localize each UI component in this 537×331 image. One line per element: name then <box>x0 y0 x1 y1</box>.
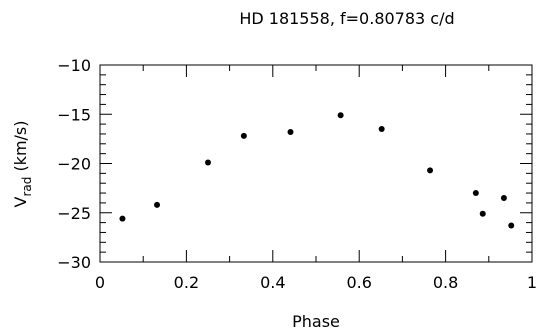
y-tick-label: −25 <box>57 204 91 223</box>
data-point <box>508 222 515 229</box>
y-axis-label-unit: (km/s) <box>11 120 30 176</box>
x-tick-label: 1 <box>527 273 537 292</box>
y-axis-label: Vrad (km/s) <box>11 120 34 207</box>
data-point <box>154 201 161 208</box>
data-point <box>337 112 344 119</box>
x-axis-ticks: 0 0.2 0.4 0.6 0.8 1 <box>95 65 537 292</box>
y-tick-label: −10 <box>57 56 91 75</box>
x-tick-label: 0 <box>95 273 105 292</box>
x-tick-label: 0.8 <box>433 273 458 292</box>
data-point <box>500 194 507 201</box>
y-axis-label-main: V <box>11 197 30 208</box>
data-point <box>287 128 294 135</box>
x-tick-label: 0.6 <box>346 273 371 292</box>
plot-frame <box>99 64 533 263</box>
data-point <box>427 167 434 174</box>
data-points <box>119 112 515 229</box>
x-tick-label: 0.4 <box>260 273 285 292</box>
data-point <box>205 159 211 166</box>
chart-title: HD 181558, f=0.80783 c/d <box>239 9 454 28</box>
data-point <box>472 190 479 197</box>
data-point <box>240 132 247 139</box>
x-tick-label: 0.2 <box>174 273 199 292</box>
x-axis-label: Phase <box>292 312 340 331</box>
y-axis-ticks: −10 −15 −20 −25 −30 <box>57 56 532 272</box>
data-point <box>119 215 126 222</box>
y-tick-label: −30 <box>57 253 91 272</box>
y-axis-label-sub: rad <box>20 177 34 197</box>
y-tick-label: −15 <box>57 105 91 124</box>
data-point <box>378 126 385 133</box>
y-tick-label: −20 <box>57 155 91 174</box>
data-point <box>479 210 486 217</box>
